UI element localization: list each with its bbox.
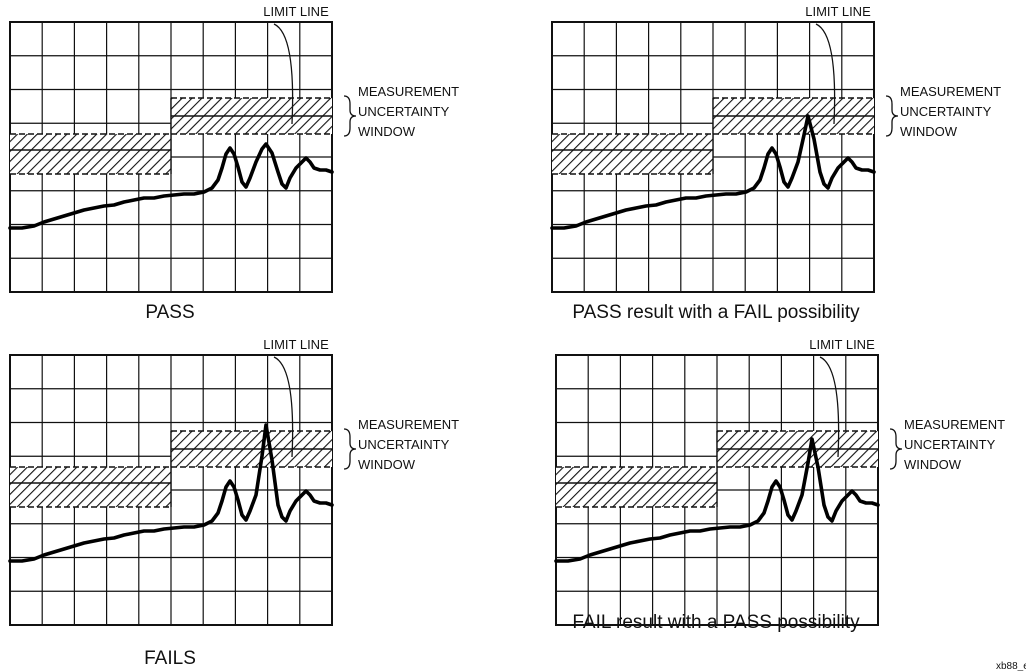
uncertainty-band [552,134,713,174]
window-brace [885,95,899,137]
limit-line-leader [819,356,840,458]
uncertainty-band [556,467,717,507]
panels: LIMIT LINE MEASUREMENT UNCERTAINTY WINDOW PA… [8,4,1005,669]
window-label-line: UNCERTAINTY [900,104,992,119]
uncertainty-band [10,467,171,507]
uncertainty-bands [556,430,878,508]
limit-line-leader [273,356,294,458]
limit-line-label: LIMIT LINE [263,337,329,352]
window-label-line: UNCERTAINTY [904,437,996,452]
window-label-line: UNCERTAINTY [358,104,450,119]
panel-fails: LIMIT LINE MEASUREMENT UNCERTAINTY WINDOW FA… [8,337,459,669]
window-brace [343,428,357,470]
window-brace [343,95,357,137]
limit-line-leader [273,23,294,125]
limit-line-label: LIMIT LINE [805,4,871,19]
panel-caption: FAILS [144,648,196,669]
panel-caption: FAIL result with a PASS possibility [572,612,860,633]
uncertainty-bands [552,97,874,175]
window-label-line: WINDOW [904,457,962,472]
panel-pass: LIMIT LINE MEASUREMENT UNCERTAINTY WINDOW PA… [8,4,459,323]
window-label-line: MEASUREMENT [900,84,1001,99]
window-label-line: WINDOW [358,124,416,139]
limit-line-label: LIMIT LINE [263,4,329,19]
window-brace [889,428,903,470]
window-label-line: MEASUREMENT [358,417,459,432]
panel-fail-pass-possible: LIMIT LINE MEASUREMENT UNCERTAINTY WINDOW FA… [554,337,1005,633]
signal-trace [554,437,880,563]
window-label-line: MEASUREMENT [904,417,1005,432]
uncertainty-bands [10,430,332,508]
signal-trace [8,423,334,563]
signal-trace [550,114,876,230]
uncertainty-band [10,134,171,174]
window-label-line: MEASUREMENT [358,84,459,99]
window-label-line: WINDOW [358,457,416,472]
limit-line-leader [815,23,836,125]
panel-caption: PASS [145,302,194,323]
limit-line-label: LIMIT LINE [809,337,875,352]
window-label-line: WINDOW [900,124,958,139]
window-label-line: UNCERTAINTY [358,437,450,452]
signal-trace [8,142,334,230]
panel-caption: PASS result with a FAIL possibility [572,302,860,323]
uncertainty-bands [10,97,332,175]
panel-pass-fail-possible: LIMIT LINE MEASUREMENT UNCERTAINTY WINDOW PA… [550,4,1001,323]
figure-id: xb88_e [996,661,1026,671]
